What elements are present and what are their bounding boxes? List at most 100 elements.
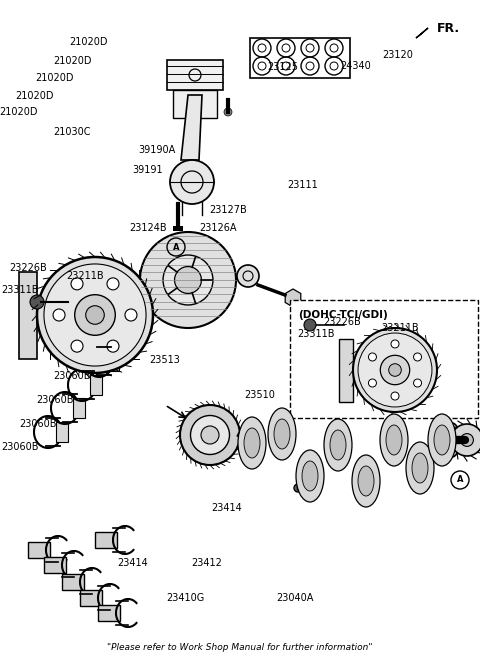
Circle shape xyxy=(125,309,137,321)
Bar xyxy=(290,300,478,418)
Text: 23124B: 23124B xyxy=(129,223,167,233)
Circle shape xyxy=(71,278,83,290)
Circle shape xyxy=(53,309,65,321)
Text: 23211B: 23211B xyxy=(66,271,104,281)
Ellipse shape xyxy=(412,453,428,483)
Circle shape xyxy=(170,160,214,204)
Circle shape xyxy=(389,363,401,376)
Bar xyxy=(250,38,350,78)
Text: 23410G: 23410G xyxy=(166,593,204,603)
Circle shape xyxy=(180,405,240,465)
Text: A: A xyxy=(173,242,179,252)
Ellipse shape xyxy=(244,428,260,458)
Text: (DOHC-TCI/GDI): (DOHC-TCI/GDI) xyxy=(298,310,388,320)
Text: 23060B: 23060B xyxy=(1,442,39,452)
Text: 21020D: 21020D xyxy=(0,107,37,117)
Ellipse shape xyxy=(428,414,456,466)
Text: 21020D: 21020D xyxy=(36,73,74,83)
Text: 23060B: 23060B xyxy=(53,371,91,381)
Bar xyxy=(90,375,102,395)
Text: 23211B: 23211B xyxy=(381,323,419,333)
Circle shape xyxy=(391,392,399,400)
Ellipse shape xyxy=(296,450,324,502)
Bar xyxy=(339,338,353,401)
Circle shape xyxy=(201,426,219,444)
Bar xyxy=(44,557,66,573)
Circle shape xyxy=(224,108,232,116)
Text: 21020D: 21020D xyxy=(16,91,54,101)
Ellipse shape xyxy=(434,425,450,455)
Ellipse shape xyxy=(330,430,346,460)
Text: 23060B: 23060B xyxy=(36,395,74,405)
Text: 23226B: 23226B xyxy=(9,263,47,273)
Circle shape xyxy=(237,265,259,287)
Circle shape xyxy=(461,434,473,446)
Bar xyxy=(19,271,37,359)
Circle shape xyxy=(107,340,119,352)
Circle shape xyxy=(191,416,229,455)
Text: 23513: 23513 xyxy=(150,355,180,365)
Ellipse shape xyxy=(406,442,434,494)
Circle shape xyxy=(71,340,83,352)
Circle shape xyxy=(369,353,376,361)
Text: 21020D: 21020D xyxy=(54,56,92,66)
Circle shape xyxy=(358,333,432,407)
Polygon shape xyxy=(181,95,202,160)
Ellipse shape xyxy=(324,419,352,471)
Text: 23510: 23510 xyxy=(245,390,276,400)
Circle shape xyxy=(175,267,202,293)
Circle shape xyxy=(294,484,302,492)
Text: 23126A: 23126A xyxy=(199,223,237,233)
Text: 23414: 23414 xyxy=(118,558,148,568)
Polygon shape xyxy=(416,28,428,38)
Ellipse shape xyxy=(386,425,402,455)
Bar xyxy=(28,542,50,558)
Circle shape xyxy=(451,424,480,456)
Text: 39191: 39191 xyxy=(132,165,163,175)
Circle shape xyxy=(30,295,44,309)
Text: 21030C: 21030C xyxy=(53,127,91,137)
Circle shape xyxy=(75,295,115,335)
Text: 23125: 23125 xyxy=(267,62,299,72)
Ellipse shape xyxy=(238,417,266,469)
Circle shape xyxy=(369,379,376,387)
Circle shape xyxy=(37,257,153,373)
Text: 23311B: 23311B xyxy=(297,329,335,339)
Bar xyxy=(173,226,183,231)
Circle shape xyxy=(304,319,316,331)
Circle shape xyxy=(414,353,421,361)
Circle shape xyxy=(44,264,146,366)
Ellipse shape xyxy=(274,419,290,449)
Text: 23111: 23111 xyxy=(288,180,318,190)
Bar xyxy=(98,605,120,621)
Ellipse shape xyxy=(302,461,318,491)
Ellipse shape xyxy=(268,408,296,460)
Text: 23060B: 23060B xyxy=(19,419,57,429)
Ellipse shape xyxy=(380,414,408,466)
Text: 23120: 23120 xyxy=(383,50,413,60)
Text: 23127B: 23127B xyxy=(209,205,247,215)
Bar xyxy=(56,422,68,442)
Bar xyxy=(107,351,119,371)
Bar xyxy=(80,590,102,606)
Circle shape xyxy=(140,232,236,328)
Bar xyxy=(62,574,84,590)
Bar xyxy=(167,60,223,90)
Text: 23311B: 23311B xyxy=(1,285,39,295)
Circle shape xyxy=(414,379,421,387)
Text: FR.: FR. xyxy=(437,21,460,34)
Text: 24340: 24340 xyxy=(341,61,372,71)
Text: "Please refer to Work Shop Manual for further information": "Please refer to Work Shop Manual for fu… xyxy=(107,643,373,653)
Ellipse shape xyxy=(352,455,380,507)
Circle shape xyxy=(391,340,399,348)
Circle shape xyxy=(163,255,213,305)
Text: A: A xyxy=(457,475,463,485)
Text: 23226B: 23226B xyxy=(323,317,361,327)
Bar xyxy=(173,90,217,118)
Text: 23040A: 23040A xyxy=(276,593,314,603)
Circle shape xyxy=(353,328,437,412)
Text: 23412: 23412 xyxy=(192,558,222,568)
Bar xyxy=(73,398,85,418)
Bar xyxy=(95,532,117,548)
Ellipse shape xyxy=(358,466,374,496)
